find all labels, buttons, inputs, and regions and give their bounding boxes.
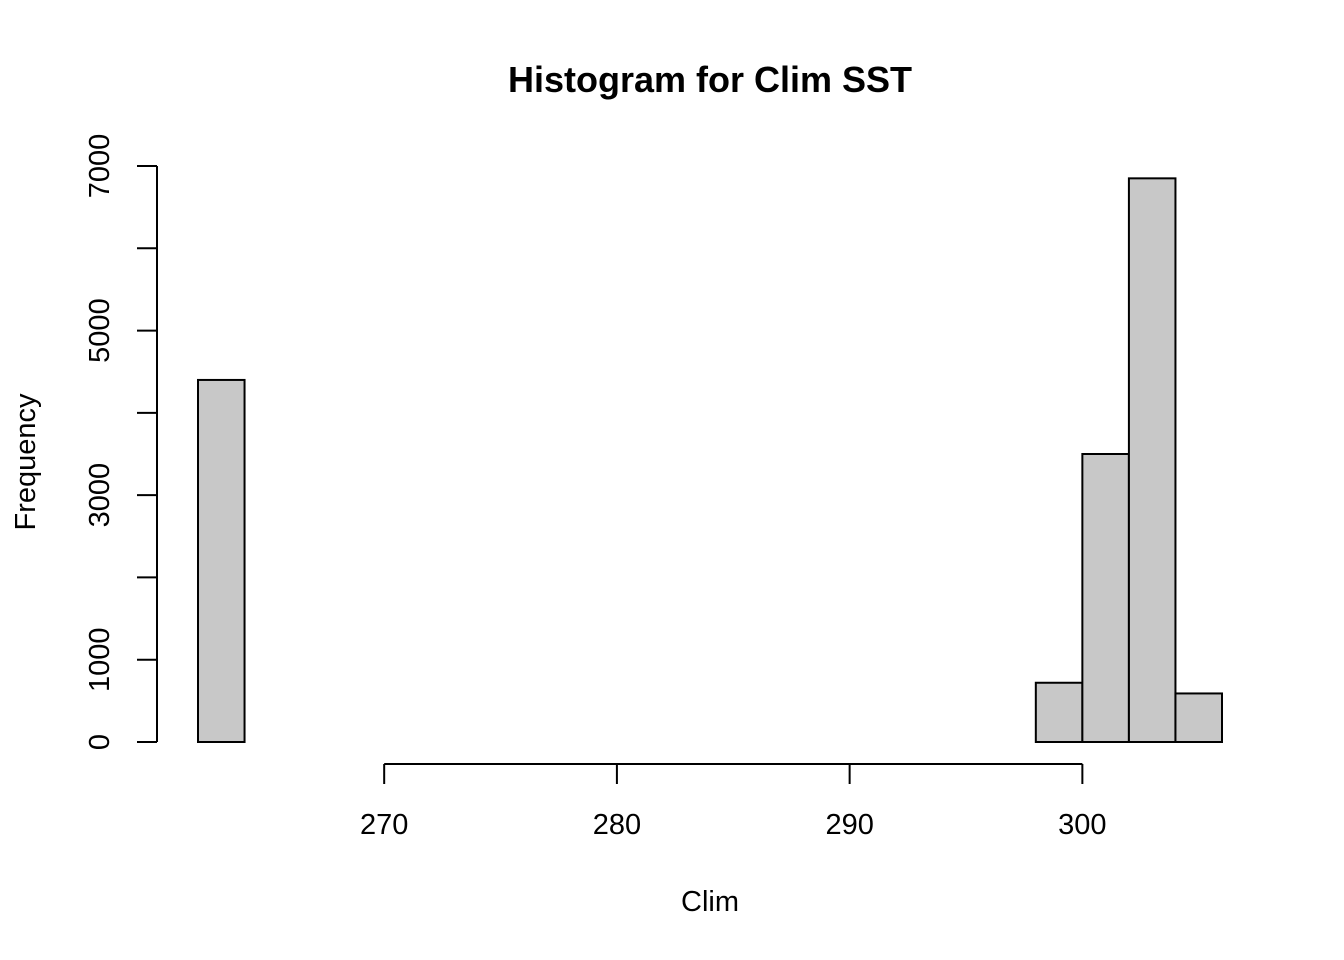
- histogram-bar: [1174, 692, 1224, 743]
- y-tick-label: 0: [84, 734, 116, 750]
- x-tick-label: 270: [360, 809, 408, 841]
- histogram-bars: [197, 177, 1224, 744]
- y-tick-label: 1000: [84, 627, 116, 692]
- histogram-bar: [197, 378, 246, 743]
- chart-title: Histogram for Clim SST: [508, 59, 912, 100]
- histogram-bar: [1034, 681, 1084, 743]
- y-tick-label: 7000: [84, 134, 116, 199]
- y-axis: 0 1000 3000 5000 7000: [84, 134, 158, 750]
- x-tick-label: 280: [593, 809, 641, 841]
- x-axis: 270 280 290 300: [360, 763, 1107, 841]
- y-tick-label: 3000: [84, 463, 116, 528]
- x-tick-label: 300: [1058, 809, 1106, 841]
- histogram-bar: [1127, 177, 1177, 744]
- x-axis-label: Clim: [681, 886, 739, 918]
- histogram-bar: [1081, 453, 1130, 743]
- y-tick-label: 5000: [84, 298, 116, 363]
- y-axis-label: Frequency: [10, 393, 42, 531]
- x-tick-label: 290: [825, 809, 873, 841]
